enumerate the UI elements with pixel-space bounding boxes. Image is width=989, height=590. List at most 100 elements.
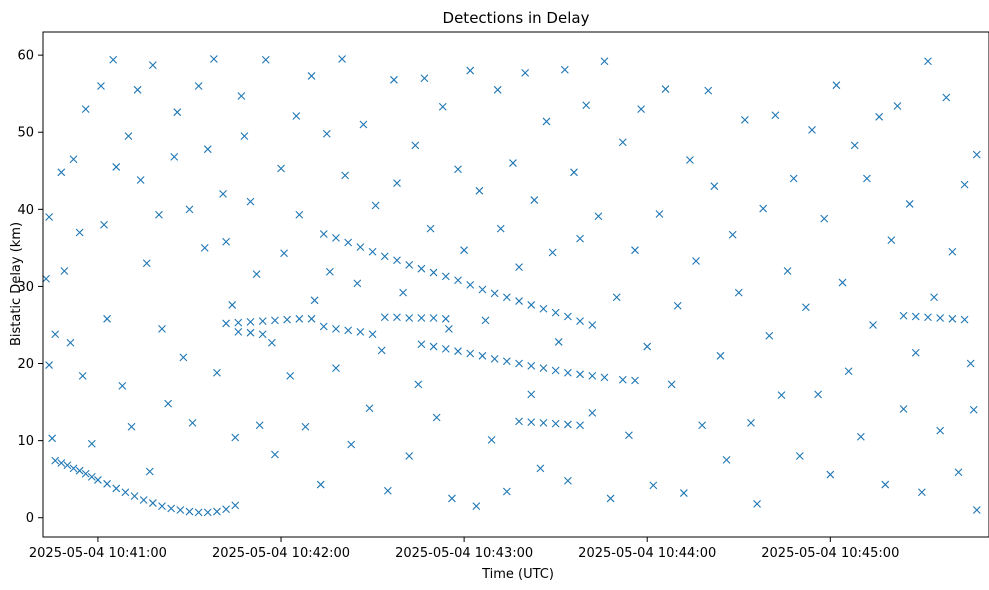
data-point bbox=[155, 210, 163, 219]
data-point bbox=[826, 470, 835, 479]
data-point bbox=[475, 186, 484, 195]
y-axis-label: Bistatic Delay (km) bbox=[9, 222, 24, 346]
data-point bbox=[136, 176, 145, 184]
data-point bbox=[679, 489, 688, 497]
x-axis-label: Time (UTC) bbox=[481, 567, 554, 582]
data-point bbox=[179, 353, 188, 362]
data-point bbox=[75, 466, 84, 475]
x-tick-label: 2025-05-04 10:42:00 bbox=[212, 546, 350, 561]
data-point bbox=[576, 370, 584, 379]
data-point bbox=[380, 252, 389, 261]
y-tick-label: 20 bbox=[17, 357, 34, 372]
data-point bbox=[515, 417, 523, 426]
data-point bbox=[231, 501, 240, 510]
data-point bbox=[924, 313, 932, 322]
data-point bbox=[527, 390, 536, 399]
data-point bbox=[527, 361, 536, 370]
data-point bbox=[51, 456, 60, 465]
data-point bbox=[441, 272, 450, 281]
data-point bbox=[240, 132, 249, 140]
data-point bbox=[158, 324, 166, 333]
data-point bbox=[972, 150, 981, 159]
data-point bbox=[344, 326, 353, 335]
data-point bbox=[588, 321, 597, 329]
data-points bbox=[42, 55, 981, 517]
data-point bbox=[188, 419, 197, 427]
data-point bbox=[539, 304, 548, 313]
data-point bbox=[618, 375, 627, 384]
data-point bbox=[667, 380, 676, 389]
data-point bbox=[145, 467, 154, 476]
data-point bbox=[359, 120, 368, 129]
data-point bbox=[899, 311, 908, 320]
data-point bbox=[371, 201, 380, 210]
data-point bbox=[356, 328, 365, 336]
data-point bbox=[747, 419, 755, 427]
data-point bbox=[417, 340, 426, 349]
data-point bbox=[734, 288, 743, 297]
data-point bbox=[393, 179, 401, 188]
data-point bbox=[231, 433, 240, 442]
data-point bbox=[405, 452, 414, 460]
data-point bbox=[103, 479, 111, 488]
data-point bbox=[454, 347, 462, 356]
data-point bbox=[213, 507, 221, 516]
data-point bbox=[319, 322, 328, 331]
data-point bbox=[267, 338, 276, 347]
data-point bbox=[203, 145, 212, 154]
data-point bbox=[838, 278, 847, 287]
data-point bbox=[832, 81, 841, 90]
data-point bbox=[377, 346, 386, 355]
data-point bbox=[576, 421, 584, 430]
data-point bbox=[899, 405, 908, 413]
data-point bbox=[158, 502, 166, 511]
data-point bbox=[57, 459, 66, 467]
data-point bbox=[322, 129, 331, 138]
data-point bbox=[466, 349, 475, 358]
data-point bbox=[237, 92, 246, 100]
y-tick-label: 30 bbox=[17, 280, 34, 295]
data-point bbox=[280, 249, 288, 258]
data-point bbox=[588, 371, 597, 380]
data-point bbox=[66, 338, 75, 347]
data-point bbox=[414, 380, 423, 389]
data-point bbox=[51, 330, 60, 339]
y-tick-label: 60 bbox=[17, 49, 34, 64]
data-point bbox=[87, 439, 96, 448]
data-point bbox=[936, 314, 945, 322]
data-point bbox=[246, 197, 255, 206]
data-point bbox=[393, 256, 401, 265]
data-point bbox=[148, 499, 157, 507]
data-point bbox=[97, 82, 105, 90]
data-point bbox=[673, 301, 682, 310]
data-point bbox=[356, 243, 365, 251]
data-point bbox=[625, 431, 633, 440]
data-point bbox=[94, 476, 102, 484]
data-point bbox=[539, 364, 548, 373]
data-point bbox=[582, 101, 591, 110]
data-point bbox=[246, 328, 255, 337]
data-point bbox=[347, 440, 356, 449]
x-tick-label: 2025-05-04 10:44:00 bbox=[578, 546, 716, 561]
data-point bbox=[563, 420, 572, 429]
data-point bbox=[344, 238, 353, 247]
data-point bbox=[536, 464, 545, 473]
data-point bbox=[194, 508, 203, 517]
data-point bbox=[353, 279, 362, 288]
data-point bbox=[103, 314, 111, 323]
data-point bbox=[588, 408, 597, 417]
data-point bbox=[203, 508, 212, 517]
data-point bbox=[170, 153, 179, 161]
data-point bbox=[271, 316, 279, 325]
data-point bbox=[490, 289, 499, 298]
data-point bbox=[100, 220, 108, 229]
data-point bbox=[576, 234, 584, 243]
data-point bbox=[789, 174, 798, 183]
data-point bbox=[222, 319, 230, 328]
data-point bbox=[911, 348, 920, 357]
data-point bbox=[698, 421, 707, 430]
data-point bbox=[69, 155, 78, 164]
data-point bbox=[405, 260, 414, 269]
data-point bbox=[75, 228, 84, 237]
data-point bbox=[478, 351, 487, 360]
